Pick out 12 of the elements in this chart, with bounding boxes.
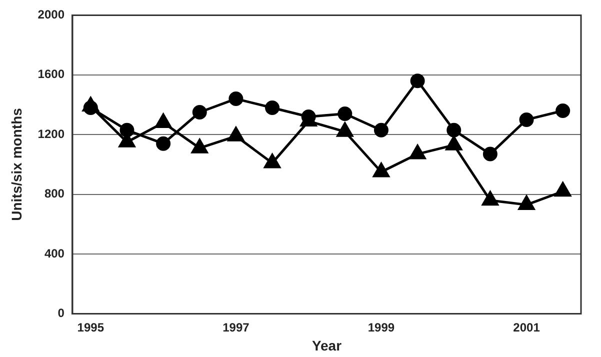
x-tick-label: 1999 [368, 320, 395, 334]
x-axis-title: Year [312, 337, 342, 354]
y-tick-label: 1600 [38, 67, 65, 82]
x-tick-label: 1997 [222, 320, 250, 334]
y-axis-title: Units/six months [8, 108, 24, 221]
y-tick-label: 800 [44, 186, 65, 201]
y-tick-label: 1200 [38, 126, 65, 141]
x-tick-label: 2001 [513, 320, 540, 334]
x-tick-label: 1995 [77, 320, 104, 334]
y-tick-label: 2000 [38, 8, 65, 22]
y-tick-label: 400 [44, 246, 65, 260]
y-tick-label: 0 [58, 306, 65, 320]
